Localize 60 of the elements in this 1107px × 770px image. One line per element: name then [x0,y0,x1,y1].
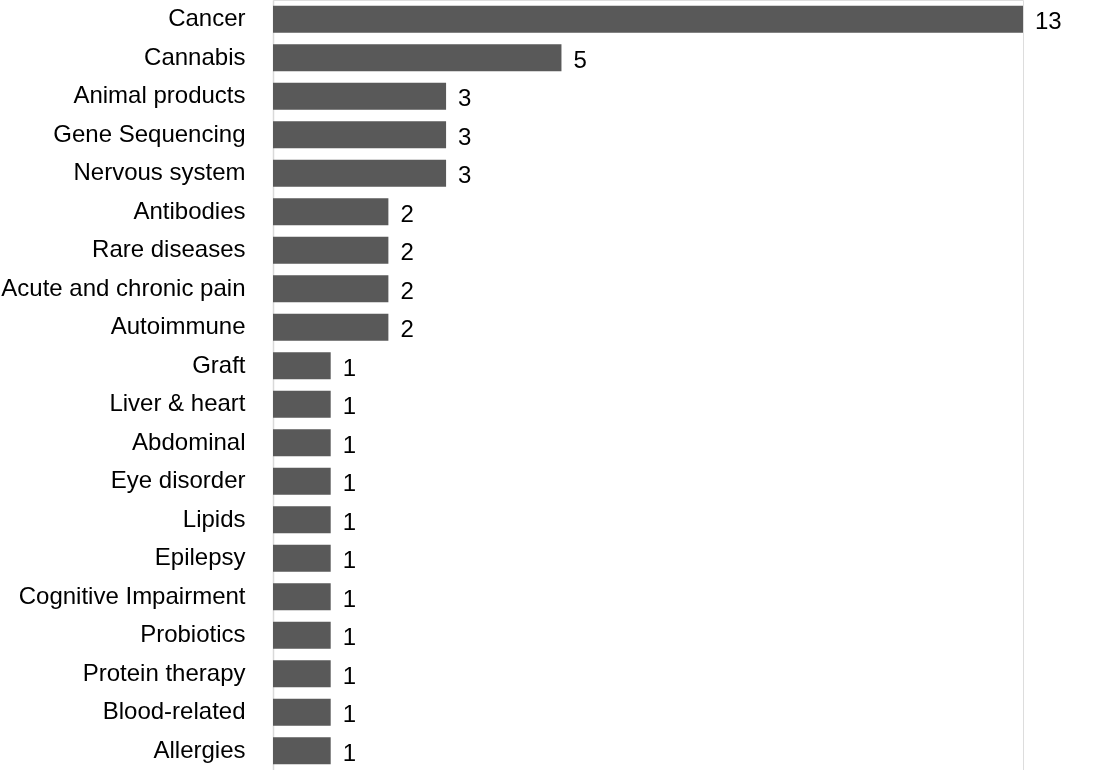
data-label: 2 [400,276,414,304]
bar [273,467,331,495]
y-tick-label: Animal products [73,81,246,109]
data-label: 3 [458,122,472,150]
bar [273,621,331,649]
y-tick-label: Nervous system [73,158,246,186]
y-tick-label: Rare diseases [92,235,246,263]
bar [273,121,447,149]
data-label: 1 [342,353,357,381]
bar [273,352,331,380]
data-label: 5 [573,45,587,73]
y-tick-label: Graft [192,350,246,378]
data-label: 1 [342,507,357,535]
bar [273,660,331,688]
data-label: 2 [400,199,414,227]
data-label: 2 [400,315,414,343]
bar [273,275,389,303]
y-tick-label: Antibodies [133,196,246,224]
data-label: 1 [342,392,357,420]
bar [273,5,1023,33]
data-label: 1 [342,738,357,766]
y-tick-label: Eye disorder [110,466,246,494]
data-label: 1 [342,430,357,458]
data-label: 1 [342,469,357,497]
y-tick-label: Protein therapy [82,658,246,686]
y-tick-label: Lipids [182,504,246,532]
y-tick-label: Acute and chronic pain [1,273,246,301]
data-label: 1 [342,584,357,612]
bar [273,236,389,264]
data-label: 1 [342,661,357,689]
bar [273,44,562,72]
bar [273,390,331,418]
data-label: 1 [342,700,357,728]
bar [273,82,447,110]
data-label: 3 [458,84,472,112]
y-tick-label: Abdominal [132,427,246,455]
bar [273,506,331,534]
data-label: 2 [400,238,414,266]
y-tick-label: Blood-related [102,697,246,725]
y-tick-label: Gene Sequencing [53,119,246,147]
data-label: 13 [1035,7,1062,35]
bar [273,737,331,765]
bar [273,698,331,726]
y-tick-label: Allergies [153,735,246,763]
y-tick-label: Epilepsy [154,543,246,571]
y-tick-label: Probiotics [140,620,246,648]
y-tick-label: Autoimmune [110,312,246,340]
bar [273,429,331,457]
y-tick-label: Liver & heart [109,389,246,417]
bar [273,313,389,341]
bar [273,198,389,226]
data-label: 1 [342,623,357,651]
y-tick-label: Cancer [168,4,246,32]
bar [273,544,331,572]
y-tick-label: Cannabis [144,42,246,70]
data-label: 1 [342,546,357,574]
bar [273,159,447,187]
bar [273,583,331,611]
data-label: 3 [458,161,472,189]
y-tick-label: Cognitive Impairment [18,581,246,609]
